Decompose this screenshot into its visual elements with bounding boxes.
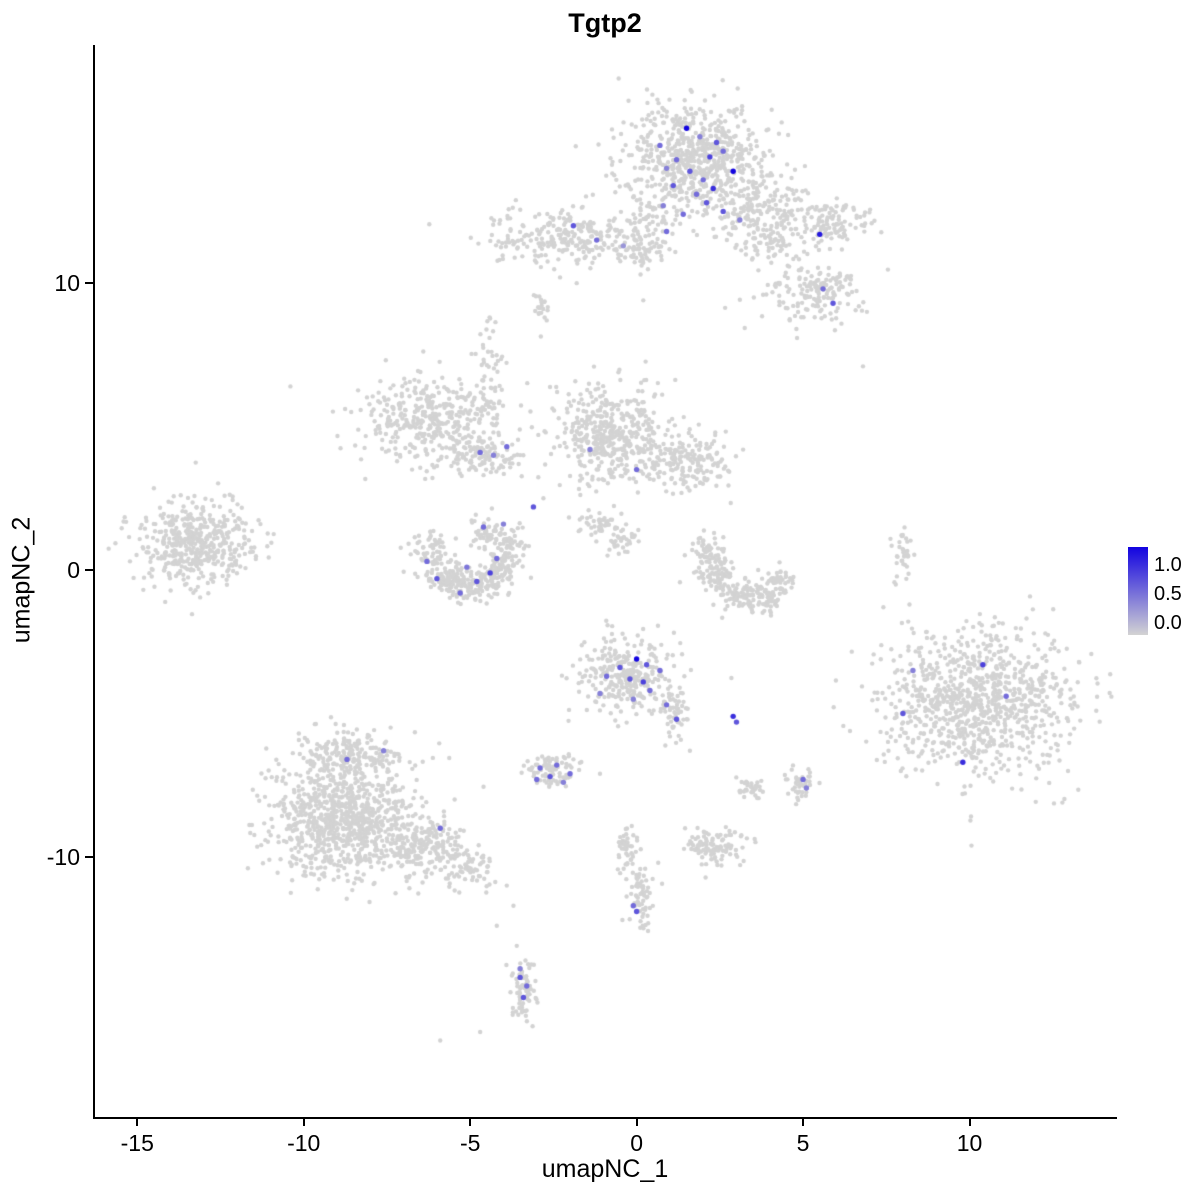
x-tick-mark	[802, 1119, 805, 1126]
colorbar-tick-label: 0.0	[1154, 612, 1182, 634]
x-axis-title: umapNC_1	[541, 1155, 669, 1183]
x-tick-mark	[469, 1119, 472, 1126]
y-axis-line	[93, 45, 95, 1119]
y-tick-label: -10	[46, 843, 80, 870]
y-tick-label: 0	[67, 557, 80, 584]
x-tick-mark	[635, 1119, 638, 1126]
expression-colorbar	[1128, 547, 1148, 635]
y-tick-mark	[85, 855, 93, 858]
x-tick-mark	[302, 1119, 305, 1126]
colorbar-tick-label: 1.0	[1154, 554, 1182, 576]
colorbar-tick-label: 0.5	[1154, 583, 1182, 605]
x-tick-mark	[968, 1119, 971, 1126]
x-axis-line	[93, 1117, 1117, 1119]
x-tick-label: -5	[459, 1130, 481, 1156]
y-tick-label: 10	[54, 270, 80, 297]
y-axis-title: umapNC_2	[7, 516, 36, 644]
y-tick-mark	[85, 282, 93, 285]
y-tick-mark	[85, 569, 93, 572]
x-tick-mark	[136, 1119, 139, 1126]
x-tick-label: -10	[287, 1130, 321, 1156]
x-tick-label: 0	[630, 1130, 644, 1156]
x-tick-label: 5	[796, 1130, 810, 1156]
plot-title: Tgtp2	[568, 8, 642, 38]
x-tick-label: -15	[120, 1130, 154, 1156]
x-tick-label: 10	[956, 1130, 983, 1156]
